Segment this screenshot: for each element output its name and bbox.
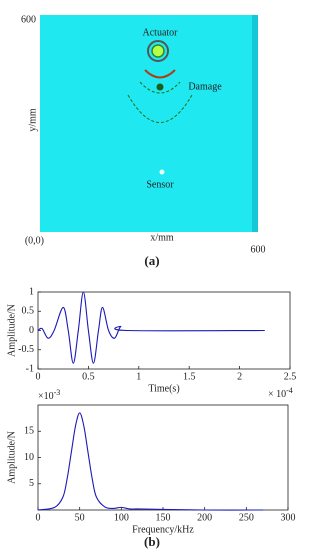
x-tick-label: 100 — [114, 512, 129, 523]
y-tick-label: -1 — [26, 363, 34, 374]
x-tick-label: 0.5 — [82, 371, 95, 382]
actuator — [151, 44, 165, 58]
y-axis-label: Amplitude/N — [6, 304, 17, 357]
y-tick-label: 15 — [24, 426, 34, 437]
multiplier-base: × 10 — [268, 389, 286, 400]
x-axis-label: Frequency/kHz — [132, 524, 194, 535]
x-tick-label: 150 — [156, 512, 171, 523]
x-tick-label: 300 — [281, 512, 296, 523]
x-axis-label: Time(s) — [148, 383, 179, 394]
x-multiplier: × 10-4 — [268, 386, 293, 400]
multiplier-exponent: -3 — [54, 388, 61, 397]
actuator-label: Actuator — [143, 27, 179, 38]
x-tick-label: 200 — [197, 512, 212, 523]
signal-line — [37, 291, 265, 364]
wave-front — [139, 81, 181, 94]
origin: (0,0) — [25, 235, 44, 246]
x-tick-label: 250 — [239, 512, 254, 523]
signal-line — [37, 412, 264, 511]
multiplier-exponent: -4 — [286, 386, 293, 395]
plot-area — [37, 404, 289, 511]
x-tick-label: 2.5 — [284, 371, 297, 382]
y-tick-label: 10 — [24, 452, 34, 463]
x-tick-label: 2 — [237, 371, 242, 382]
x-label: x/mm — [150, 232, 174, 243]
wave-arrow — [144, 69, 176, 79]
plate-edge — [252, 15, 258, 232]
x-tick-label: 0 — [36, 512, 41, 523]
sensor — [159, 169, 165, 175]
y-tick-label: 5 — [29, 478, 34, 489]
x-tick-label: 1 — [136, 371, 141, 382]
y-label: y/mm — [27, 108, 38, 132]
damage — [156, 83, 164, 91]
actuator-ring — [147, 40, 169, 62]
y-tick-label: -0.5 — [18, 344, 34, 355]
y-axis-label: Amplitude/N — [6, 431, 17, 484]
y-tick-label: 1 — [29, 286, 34, 297]
sensor-label: Sensor — [146, 179, 174, 190]
wave-front — [127, 94, 193, 123]
axis-right: 600 — [251, 244, 266, 255]
x-tick-label: 1.5 — [183, 371, 196, 382]
figure: 600 y/mm (0,0) x/mm 600 Actuator Damage … — [6, 14, 297, 549]
damage-label: Damage — [188, 81, 222, 92]
multiplier-base: ×10 — [38, 391, 54, 402]
caption-a: (a) — [144, 253, 159, 268]
y-tick-label: 0.5 — [22, 306, 35, 317]
y-tick-label: 0 — [29, 325, 34, 336]
x-tick-label: 50 — [75, 512, 85, 523]
x-tick-label: 0 — [36, 371, 41, 382]
caption-b: (b) — [144, 534, 160, 549]
y-multiplier: ×10-3 — [38, 388, 60, 402]
axis-top: 600 — [21, 14, 36, 25]
